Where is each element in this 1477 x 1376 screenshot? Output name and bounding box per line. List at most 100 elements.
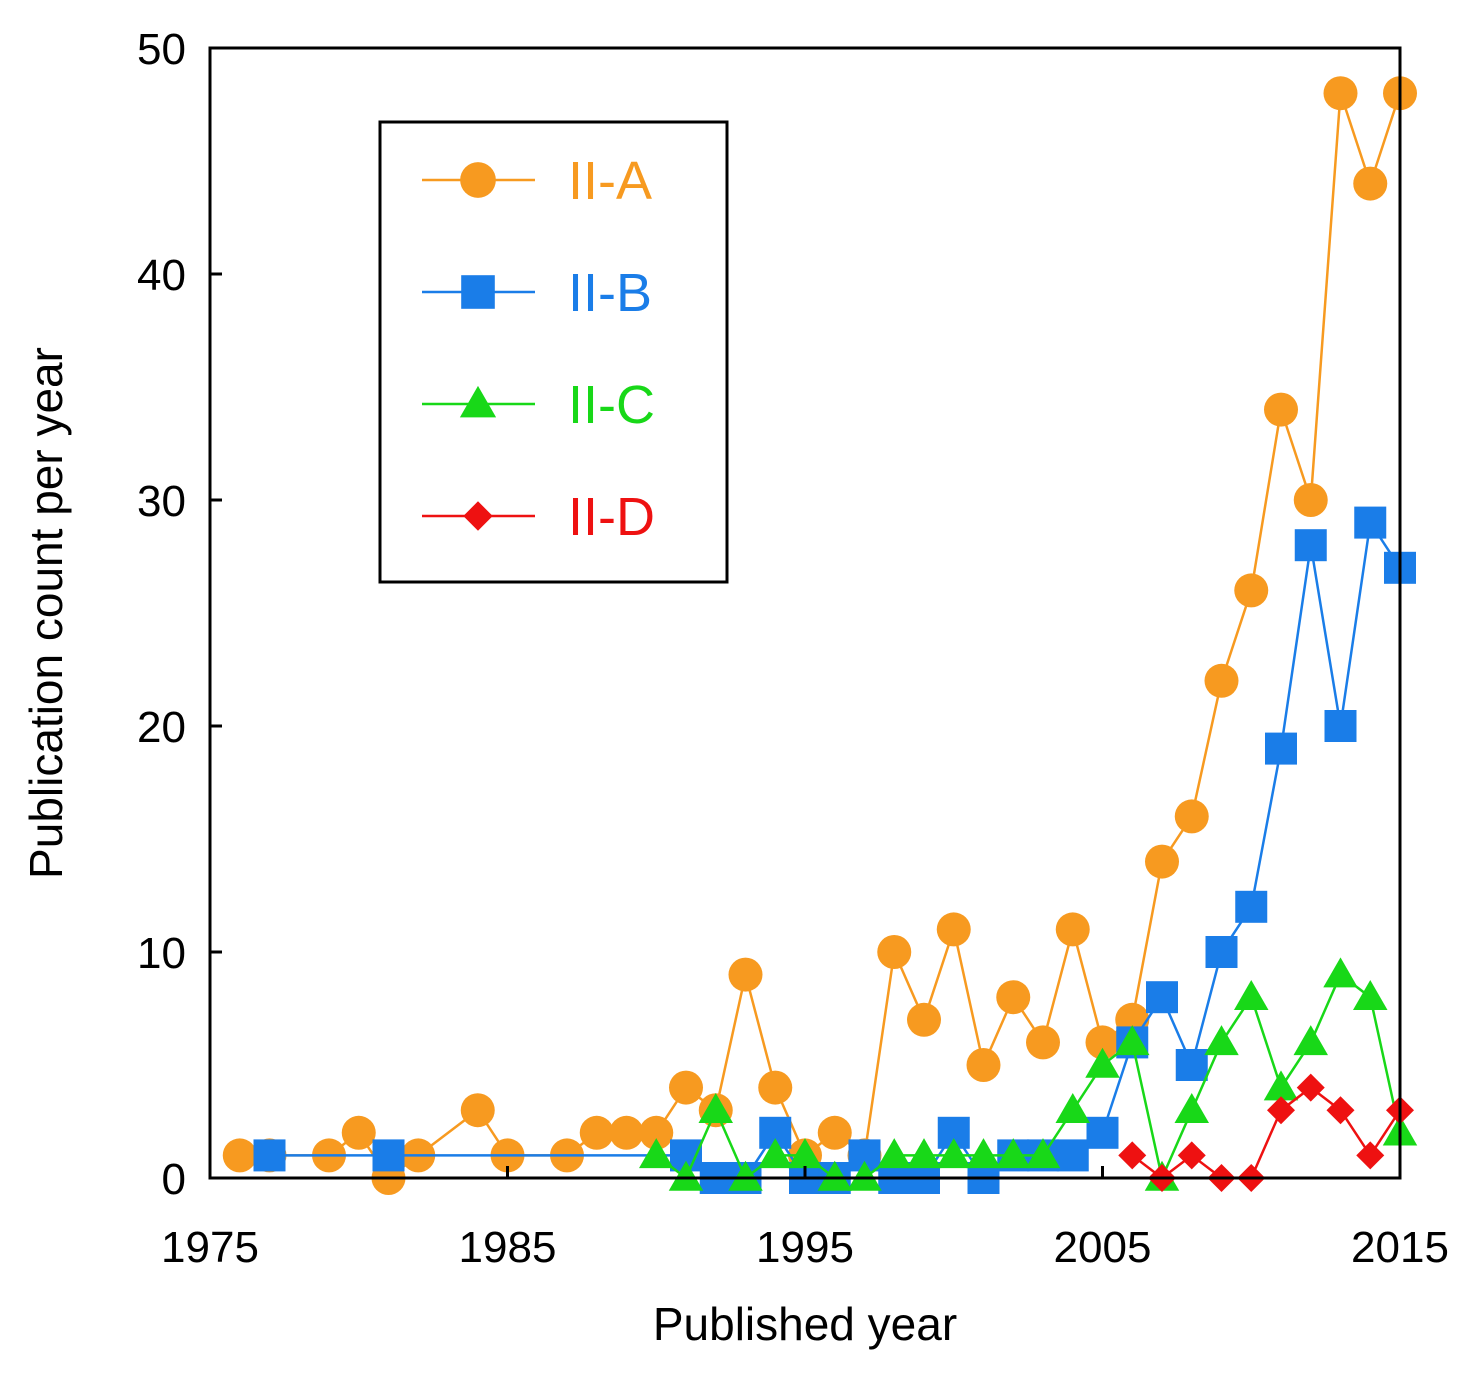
- data-point-ii-a-1990: [639, 1115, 674, 1150]
- x-tick-label-2005: 2005: [1054, 1223, 1152, 1272]
- data-point-ii-b-2010: [1235, 890, 1268, 923]
- legend-frame: [378, 120, 729, 584]
- x-tick-label-1995: 1995: [756, 1223, 854, 1272]
- data-point-ii-b-2005: [1086, 1116, 1119, 1149]
- data-point-ii-c-1992: [698, 1092, 733, 1123]
- data-point-ii-a-1991: [669, 1070, 703, 1105]
- data-point-ii-c-2001: [966, 1138, 1001, 1169]
- data-point-ii-c-2000: [936, 1138, 971, 1169]
- data-point-ii-c-1993: [728, 1160, 763, 1191]
- data-point-ii-a-1998: [877, 935, 912, 969]
- data-point-ii-a-2004: [1055, 912, 1090, 947]
- data-point-ii-c-2012: [1293, 1025, 1328, 1056]
- y-tick-label-20: 20: [137, 703, 186, 752]
- legend-item-ii-c: II-C: [422, 375, 655, 435]
- data-point-ii-d-2014: [1356, 1141, 1385, 1170]
- legend-item-ii-d: II-D: [422, 487, 655, 547]
- data-point-ii-a-1993: [728, 957, 763, 992]
- data-point-ii-c-1991: [668, 1160, 704, 1191]
- axis-ticks: 1975 1985 1995 2005 2015 0 10 20 30 40 50: [137, 25, 1449, 1272]
- data-point-ii-d-2006: [1118, 1141, 1147, 1170]
- data-point-ii-b-2014: [1354, 506, 1387, 539]
- data-point-ii-d-2013: [1326, 1096, 1355, 1125]
- legend-label-ii-d: II-D: [568, 487, 655, 547]
- legend-label-ii-c: II-C: [568, 375, 655, 435]
- series-ii-b: [253, 506, 1416, 1194]
- data-point-ii-c-2004: [1055, 1092, 1090, 1123]
- y-tick-label-10: 10: [137, 929, 186, 978]
- series-ii-d: [1118, 1073, 1414, 1192]
- legend-label-ii-b: II-B: [568, 263, 652, 323]
- legend-marker-ii-b: [461, 275, 495, 309]
- data-point-ii-c-1996: [817, 1160, 852, 1191]
- y-axis-title: Publication count per year: [20, 347, 72, 879]
- data-point-ii-c-1997: [847, 1160, 882, 1191]
- x-tick-label-2015: 2015: [1351, 1223, 1449, 1272]
- legend-label-ii-a: II-A: [568, 151, 652, 211]
- data-point-ii-a-2005: [1085, 1025, 1120, 1060]
- legend-marker-ii-c: [459, 385, 497, 418]
- data-point-ii-b-2004: [1056, 1139, 1089, 1172]
- data-point-ii-a-2007: [1145, 844, 1179, 879]
- legend-items: II-A II-B II-C II-D: [422, 151, 655, 547]
- data-point-ii-a-1984: [460, 1093, 495, 1128]
- data-point-ii-c-1999: [906, 1138, 942, 1169]
- data-point-ii-b-2011: [1265, 732, 1297, 765]
- series-line-ii-d: [1131, 1086, 1402, 1180]
- y-tick-label-30: 30: [137, 477, 186, 526]
- data-point-ii-c-1990: [639, 1138, 674, 1169]
- x-tick-label-1985: 1985: [459, 1223, 557, 1272]
- data-point-ii-d-2011: [1267, 1096, 1295, 1125]
- data-point-ii-c-2013: [1323, 957, 1358, 988]
- data-point-ii-b-1981: [372, 1139, 405, 1172]
- data-point-ii-a-2009: [1204, 663, 1239, 698]
- legend: II-A II-B II-C II-D: [378, 120, 729, 584]
- data-point-ii-c-2011: [1263, 1070, 1299, 1101]
- y-tick-label-50: 50: [137, 25, 186, 74]
- data-point-ii-a-1999: [907, 1002, 941, 1037]
- data-point-ii-a-2012: [1293, 483, 1328, 517]
- data-point-ii-a-1989: [609, 1115, 644, 1150]
- data-point-ii-d-2012: [1296, 1073, 1325, 1102]
- data-point-ii-a-2003: [1026, 1025, 1060, 1060]
- x-tick-label-1975: 1975: [161, 1223, 259, 1272]
- data-point-ii-a-2010: [1234, 573, 1269, 608]
- data-point-ii-a-1996: [817, 1115, 852, 1150]
- data-point-ii-a-2014: [1353, 166, 1388, 201]
- data-point-ii-c-2010: [1234, 979, 1269, 1010]
- data-point-ii-c-2014: [1353, 979, 1388, 1010]
- data-point-ii-c-1998: [877, 1138, 912, 1169]
- data-point-ii-a-2008: [1174, 799, 1209, 834]
- data-point-ii-a-2002: [996, 980, 1031, 1015]
- x-axis-title: Published year: [653, 1298, 957, 1350]
- data-point-ii-b-2009: [1205, 936, 1238, 968]
- data-point-ii-a-1988: [579, 1115, 614, 1150]
- data-point-ii-c-2009: [1204, 1025, 1239, 1056]
- data-point-ii-b-2008: [1175, 1049, 1208, 1081]
- data-point-ii-c-2002: [996, 1138, 1031, 1169]
- data-point-ii-c-2008: [1174, 1092, 1209, 1123]
- data-point-ii-b-2012: [1294, 529, 1327, 562]
- data-point-ii-c-1995: [787, 1138, 823, 1169]
- data-point-ii-c-2006: [1115, 1025, 1150, 1056]
- legend-item-ii-b: II-B: [422, 263, 652, 323]
- legend-marker-ii-d: [463, 501, 493, 531]
- data-point-ii-b-1977: [253, 1139, 286, 1172]
- data-point-ii-c-2003: [1025, 1138, 1061, 1169]
- data-point-ii-b-2007: [1146, 981, 1178, 1014]
- data-point-ii-a-1994: [758, 1070, 793, 1105]
- series-line-ii-b: [269, 519, 1402, 1180]
- legend-item-ii-a: II-A: [422, 151, 652, 211]
- data-point-ii-a-2011: [1264, 392, 1298, 427]
- data-point-ii-b-2013: [1324, 710, 1357, 742]
- data-point-ii-a-2000: [936, 912, 971, 947]
- data-point-ii-a-1976: [222, 1138, 257, 1173]
- data-point-ii-a-2013: [1323, 76, 1358, 111]
- legend-marker-ii-a: [460, 162, 496, 198]
- data-point-ii-a-1980: [341, 1115, 376, 1150]
- y-tick-label-40: 40: [137, 251, 186, 300]
- data-point-ii-c-2005: [1085, 1047, 1120, 1078]
- data-point-ii-c-1994: [758, 1138, 793, 1169]
- y-tick-label-0: 0: [162, 1155, 186, 1204]
